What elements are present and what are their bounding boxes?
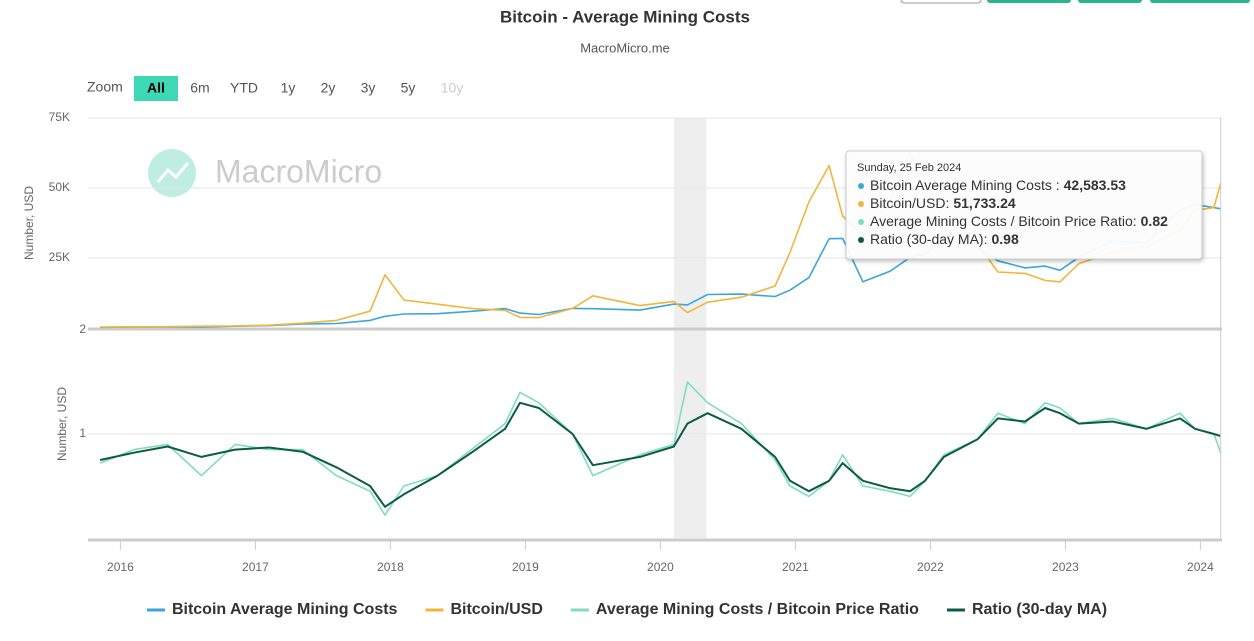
- tooltip-label: Ratio (30-day MA):: [870, 231, 987, 247]
- legend: Bitcoin Average Mining Costs Bitcoin/USD A…: [146, 601, 1107, 618]
- zoom-button[interactable]: 5y: [401, 80, 416, 96]
- watermark-logo-icon: [156, 162, 190, 183]
- series-line: [99, 381, 1222, 516]
- x-tick-label: 2024: [1187, 560, 1214, 574]
- top-button[interactable]: [987, 0, 1071, 3]
- y-axis-title: Number, USD: [22, 186, 36, 260]
- tooltip-value: 0.98: [991, 231, 1018, 247]
- zoom-button[interactable]: YTD: [230, 80, 258, 96]
- legend-label: Bitcoin Average Mining Costs: [172, 601, 398, 618]
- chart-subtitle: MacroMicro.me: [580, 40, 670, 55]
- legend-label: Ratio (30-day MA): [972, 601, 1107, 618]
- x-tick-label: 2021: [782, 560, 809, 574]
- tooltip-dot: [858, 201, 864, 207]
- x-tick-label: 2018: [377, 560, 404, 574]
- tooltip-value: 42,583.53: [1064, 177, 1126, 193]
- zoom-button[interactable]: 1y: [281, 80, 296, 96]
- zoom-button[interactable]: 3y: [361, 80, 376, 96]
- y-tick-label: 25K: [49, 250, 70, 264]
- chart-title: Bitcoin - Average Mining Costs: [500, 7, 750, 26]
- tooltip-label: Bitcoin/USD:: [870, 195, 949, 211]
- series-line: [100, 203, 1221, 329]
- top-button[interactable]: [1150, 0, 1250, 3]
- y2-axis-title: Number, USD: [55, 387, 69, 461]
- tooltip-label: Bitcoin Average Mining Costs :: [870, 177, 1060, 193]
- tooltip: Sunday, 25 Feb 2024 Bitcoin Average Minin…: [845, 150, 1203, 260]
- tooltip-row: Bitcoin Average Mining Costs :42,583.53: [870, 177, 1126, 193]
- tooltip-dot: [858, 237, 864, 243]
- y2-tick-label: 1: [79, 426, 86, 440]
- top-button[interactable]: [900, 0, 982, 4]
- tooltip-dot: [858, 219, 864, 225]
- y2-tick-label: 2: [79, 322, 86, 336]
- legend-label: Average Mining Costs / Bitcoin Price Rat…: [596, 601, 919, 618]
- legend-label: Bitcoin/USD: [450, 601, 542, 618]
- zoom-label: Zoom: [87, 79, 123, 95]
- legend-item[interactable]: Average Mining Costs / Bitcoin Price Rat…: [570, 601, 919, 618]
- x-tick-label: 2017: [242, 560, 269, 574]
- tooltip-row: Ratio (30-day MA): 0.98: [870, 231, 1019, 247]
- zoom-button[interactable]: All: [147, 80, 165, 96]
- tooltip-label: Average Mining Costs / Bitcoin Price Rat…: [870, 213, 1137, 229]
- legend-item[interactable]: Ratio (30-day MA): [946, 601, 1107, 618]
- tooltip-value: 0.82: [1141, 213, 1168, 229]
- zoom-button-bg[interactable]: [134, 76, 178, 101]
- x-tick-label: 2020: [647, 560, 674, 574]
- y-tick-label: 75K: [49, 110, 70, 124]
- tooltip-row: Bitcoin/USD: 51,733.24: [870, 195, 1016, 211]
- tooltip-row: Average Mining Costs / Bitcoin Price Rat…: [870, 213, 1168, 229]
- x-tick-label: 2019: [512, 560, 539, 574]
- top-button[interactable]: [1078, 0, 1142, 3]
- series-line: [99, 401, 1221, 508]
- zoom-button[interactable]: 2y: [321, 80, 336, 96]
- watermark: MacroMicro: [215, 153, 382, 189]
- tooltip-value: 51,733.24: [953, 195, 1015, 211]
- zoom-button[interactable]: 6m: [190, 80, 209, 96]
- tooltip-box: [845, 150, 1203, 260]
- legend-item[interactable]: Bitcoin Average Mining Costs: [146, 601, 398, 618]
- x-tick-label: 2022: [917, 560, 944, 574]
- zoom-button[interactable]: 10y: [441, 80, 464, 96]
- y-tick-label: 50K: [49, 180, 70, 194]
- legend-item[interactable]: Bitcoin/USD: [425, 601, 543, 618]
- tooltip-date: Sunday, 25 Feb 2024: [857, 162, 961, 174]
- x-tick-label: 2016: [107, 560, 134, 574]
- tooltip-dot: [858, 183, 864, 189]
- x-tick-label: 2023: [1052, 560, 1079, 574]
- series-line: [100, 150, 1222, 328]
